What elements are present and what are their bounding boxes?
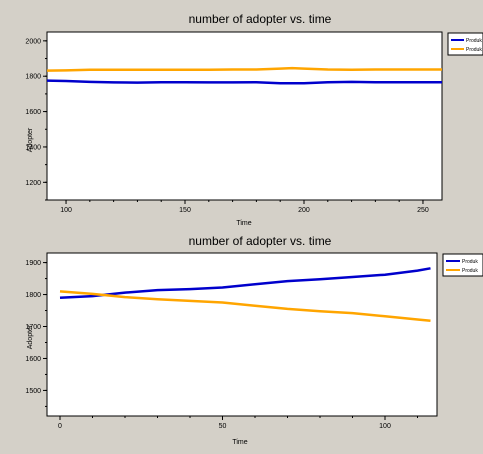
chart-2-legend-label-2: Produk: [462, 268, 478, 274]
chart-1-series-line-1: [46, 79, 442, 85]
chart-1-legend-label-2: Produk: [466, 47, 482, 53]
chart-2-plot-area: [46, 252, 438, 417]
chart-1-title: number of adopter vs. time: [189, 12, 332, 26]
chart-2-ylabel: Adopter: [27, 324, 34, 349]
chart-2-x-tick-label-2: 100: [379, 423, 391, 430]
chart-1-x-tick-label-1: 150: [179, 207, 191, 214]
chart-1-ylabel: Adopter: [27, 127, 34, 152]
chart-2-legend: Produk Produk: [442, 253, 483, 277]
chart-1-y-tick-label-1: 1400: [25, 144, 41, 151]
chart-2: number of adopter vs. time 0 50 100 1500 16…: [25, 234, 483, 446]
chart-1-legend: Produk Produk: [447, 32, 483, 56]
chart-2-x-tick-label-0: 0: [58, 423, 62, 430]
chart-2-title: number of adopter vs. time: [189, 234, 332, 248]
chart-1-y-tick-label-3: 1800: [25, 74, 41, 81]
chart-1-legend-label-1: Produk: [466, 38, 482, 44]
chart-1-x-tick-label-0: 100: [60, 207, 72, 214]
chart-1-series: [46, 66, 442, 85]
chart-1-x-tick-label-3: 250: [417, 207, 429, 214]
chart-1-plot-area: [46, 31, 443, 201]
chart-2-y-tick-label-3: 1800: [25, 292, 41, 299]
chart-1-x-axis: 100 150 200 250: [60, 200, 429, 214]
chart-2-series-line-2: [59, 290, 431, 323]
chart-2-y-tick-label-0: 1500: [25, 388, 41, 395]
chart-1-x-tick-label-2: 200: [298, 207, 310, 214]
chart-2-y-tick-label-1: 1600: [25, 356, 41, 363]
chart-2-y-tick-label-4: 1900: [25, 260, 41, 267]
chart-2-series-line-1: [59, 267, 431, 299]
chart-2-y-tick-label-2: 1700: [25, 324, 41, 331]
chart-2-y-axis: 1500 1600 1700 1800 1900: [25, 260, 47, 407]
chart-2-xlabel: Time: [232, 439, 247, 446]
chart-2-x-axis: 0 50 100: [58, 416, 418, 430]
chart-1-y-tick-label-0: 1200: [25, 180, 41, 187]
chart-1-series-line-2: [46, 66, 442, 72]
chart-1-y-tick-label-4: 2000: [25, 38, 41, 45]
chart-1: number of adopter vs. time 100 150 200 250 …: [25, 12, 483, 227]
chart-2-series: [59, 267, 431, 323]
chart-1-xlabel: Time: [236, 220, 251, 227]
chart-1-y-tick-label-2: 1600: [25, 109, 41, 116]
chart-2-legend-label-1: Produk: [462, 259, 478, 265]
chart-2-x-tick-label-1: 50: [219, 423, 227, 430]
chart-1-y-axis: 1200 1400 1600 1800 2000: [25, 38, 47, 201]
